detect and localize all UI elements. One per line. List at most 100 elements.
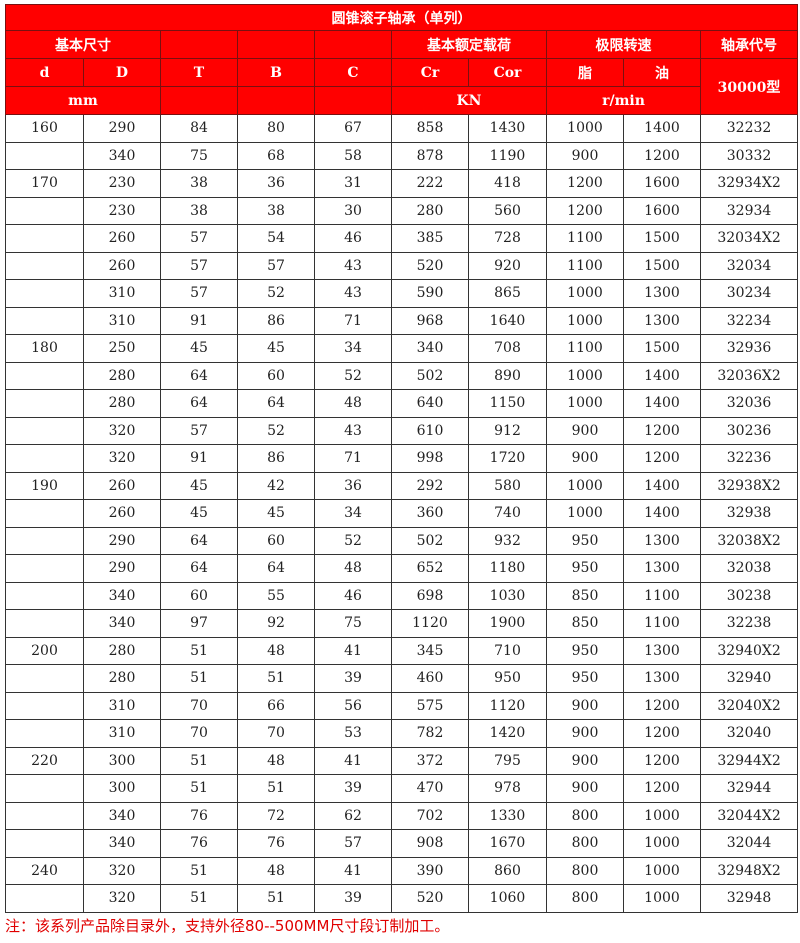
table-cell: 280 [391, 196, 469, 225]
table-cell: 66 [237, 691, 315, 720]
bearing-table: 圆锥滚子轴承（单列） 基本尺寸 基本额定载荷 极限转速 轴承代号 d D T B… [4, 4, 799, 913]
table-cell: 1500 [623, 224, 701, 253]
table-cell: 180 [5, 334, 84, 363]
table-cell: 1200 [623, 774, 701, 803]
table-cell: 84 [160, 114, 238, 143]
table-cell: 1000 [623, 829, 701, 858]
table-cell: 310 [83, 719, 161, 748]
table-cell: 1180 [468, 554, 547, 583]
header-Cr: Cr [391, 58, 469, 87]
table-cell: 360 [391, 499, 469, 528]
table-cell: 320 [83, 416, 161, 445]
table-cell: 280 [83, 636, 161, 665]
table-cell [5, 389, 84, 418]
header-grease: 脂 [546, 58, 624, 87]
table-cell: 1000 [546, 361, 624, 390]
table-cell: 320 [83, 884, 161, 913]
table-row: 320 57 52 43 610 912 900 1200 30236 [5, 416, 799, 445]
table-row: 300 51 51 39 470 978 900 1200 32944 [5, 774, 799, 803]
table-cell: 1330 [468, 801, 547, 830]
table-cell: 1600 [623, 169, 701, 198]
table-cell [5, 444, 84, 473]
table-cell: 782 [391, 719, 469, 748]
table-cell: 32944 [699, 774, 799, 803]
table-cell: 932 [468, 526, 547, 555]
table-cell: 1060 [468, 884, 547, 913]
table-cell: 51 [160, 856, 238, 885]
table-cell: 54 [237, 224, 315, 253]
table-cell: 1150 [468, 389, 547, 418]
table-cell: 998 [391, 444, 469, 473]
table-cell [5, 499, 84, 528]
table-cell: 1670 [468, 829, 547, 858]
table-cell: 53 [314, 719, 392, 748]
table-cell [5, 691, 84, 720]
header-type: 30000型 [699, 58, 799, 115]
table-cell: 48 [237, 636, 315, 665]
table-cell: 340 [83, 141, 161, 170]
table-cell: 41 [314, 746, 392, 775]
table-cell: 800 [546, 856, 624, 885]
table-cell: 340 [391, 334, 469, 363]
unit-speed: r/min [546, 86, 701, 115]
header-B: B [237, 58, 315, 87]
table-cell: 280 [83, 664, 161, 693]
table-cell: 38 [160, 196, 238, 225]
table-cell [5, 664, 84, 693]
table-cell [5, 251, 84, 280]
table-row: 340 76 76 57 908 1670 800 1000 32044 [5, 829, 799, 858]
table-cell: 64 [160, 526, 238, 555]
table-row: 190 260 45 42 36 292 580 1000 1400 32938X2 [5, 471, 799, 500]
table-cell: 32036 [699, 389, 799, 418]
table-cell: 1100 [546, 224, 624, 253]
table-cell: 390 [391, 856, 469, 885]
table-cell: 740 [468, 499, 547, 528]
table-cell: 62 [314, 801, 392, 830]
table-cell: 698 [391, 581, 469, 610]
table-cell: 800 [546, 801, 624, 830]
table-cell: 51 [160, 884, 238, 913]
table-cell: 32948 [699, 884, 799, 913]
header-basic-load: 基本额定载荷 [391, 30, 547, 59]
table-cell: 51 [237, 774, 315, 803]
table-cell: 30238 [699, 581, 799, 610]
table-cell: 46 [314, 224, 392, 253]
table-cell: 32934X2 [699, 169, 799, 198]
table-cell: 1400 [623, 499, 701, 528]
header-basic-size: 基本尺寸 [5, 30, 161, 59]
table-row: 290 64 64 48 652 1180 950 1300 32038 [5, 554, 799, 583]
table-cell [5, 801, 84, 830]
table-cell: 1200 [546, 196, 624, 225]
table-cell: 1430 [468, 114, 547, 143]
table-cell: 908 [391, 829, 469, 858]
table-cell [5, 609, 84, 638]
table-cell: 39 [314, 664, 392, 693]
table-cell: 230 [83, 196, 161, 225]
table-cell: 900 [546, 719, 624, 748]
table-cell: 900 [546, 416, 624, 445]
table-cell: 64 [160, 554, 238, 583]
table-row: 240 320 51 48 41 390 860 800 1000 32948X2 [5, 856, 799, 885]
table-cell: 1200 [546, 169, 624, 198]
table-row: 320 91 86 71 998 1720 900 1200 32236 [5, 444, 799, 473]
table-cell: 1200 [623, 719, 701, 748]
table-cell: 878 [391, 141, 469, 170]
table-cell: 460 [391, 664, 469, 693]
table-cell: 30332 [699, 141, 799, 170]
table-cell: 590 [391, 279, 469, 308]
table-cell [5, 554, 84, 583]
table-cell: 320 [83, 856, 161, 885]
table-cell: 51 [160, 746, 238, 775]
table-cell: 97 [160, 609, 238, 638]
table-cell: 64 [160, 361, 238, 390]
table-cell: 48 [314, 389, 392, 418]
table-cell: 32232 [699, 114, 799, 143]
table-cell: 640 [391, 389, 469, 418]
table-cell: 76 [160, 801, 238, 830]
table-cell: 520 [391, 251, 469, 280]
table-cell: 575 [391, 691, 469, 720]
header-T: T [160, 58, 238, 87]
table-cell [5, 884, 84, 913]
table-cell: 64 [237, 554, 315, 583]
table-cell [5, 416, 84, 445]
